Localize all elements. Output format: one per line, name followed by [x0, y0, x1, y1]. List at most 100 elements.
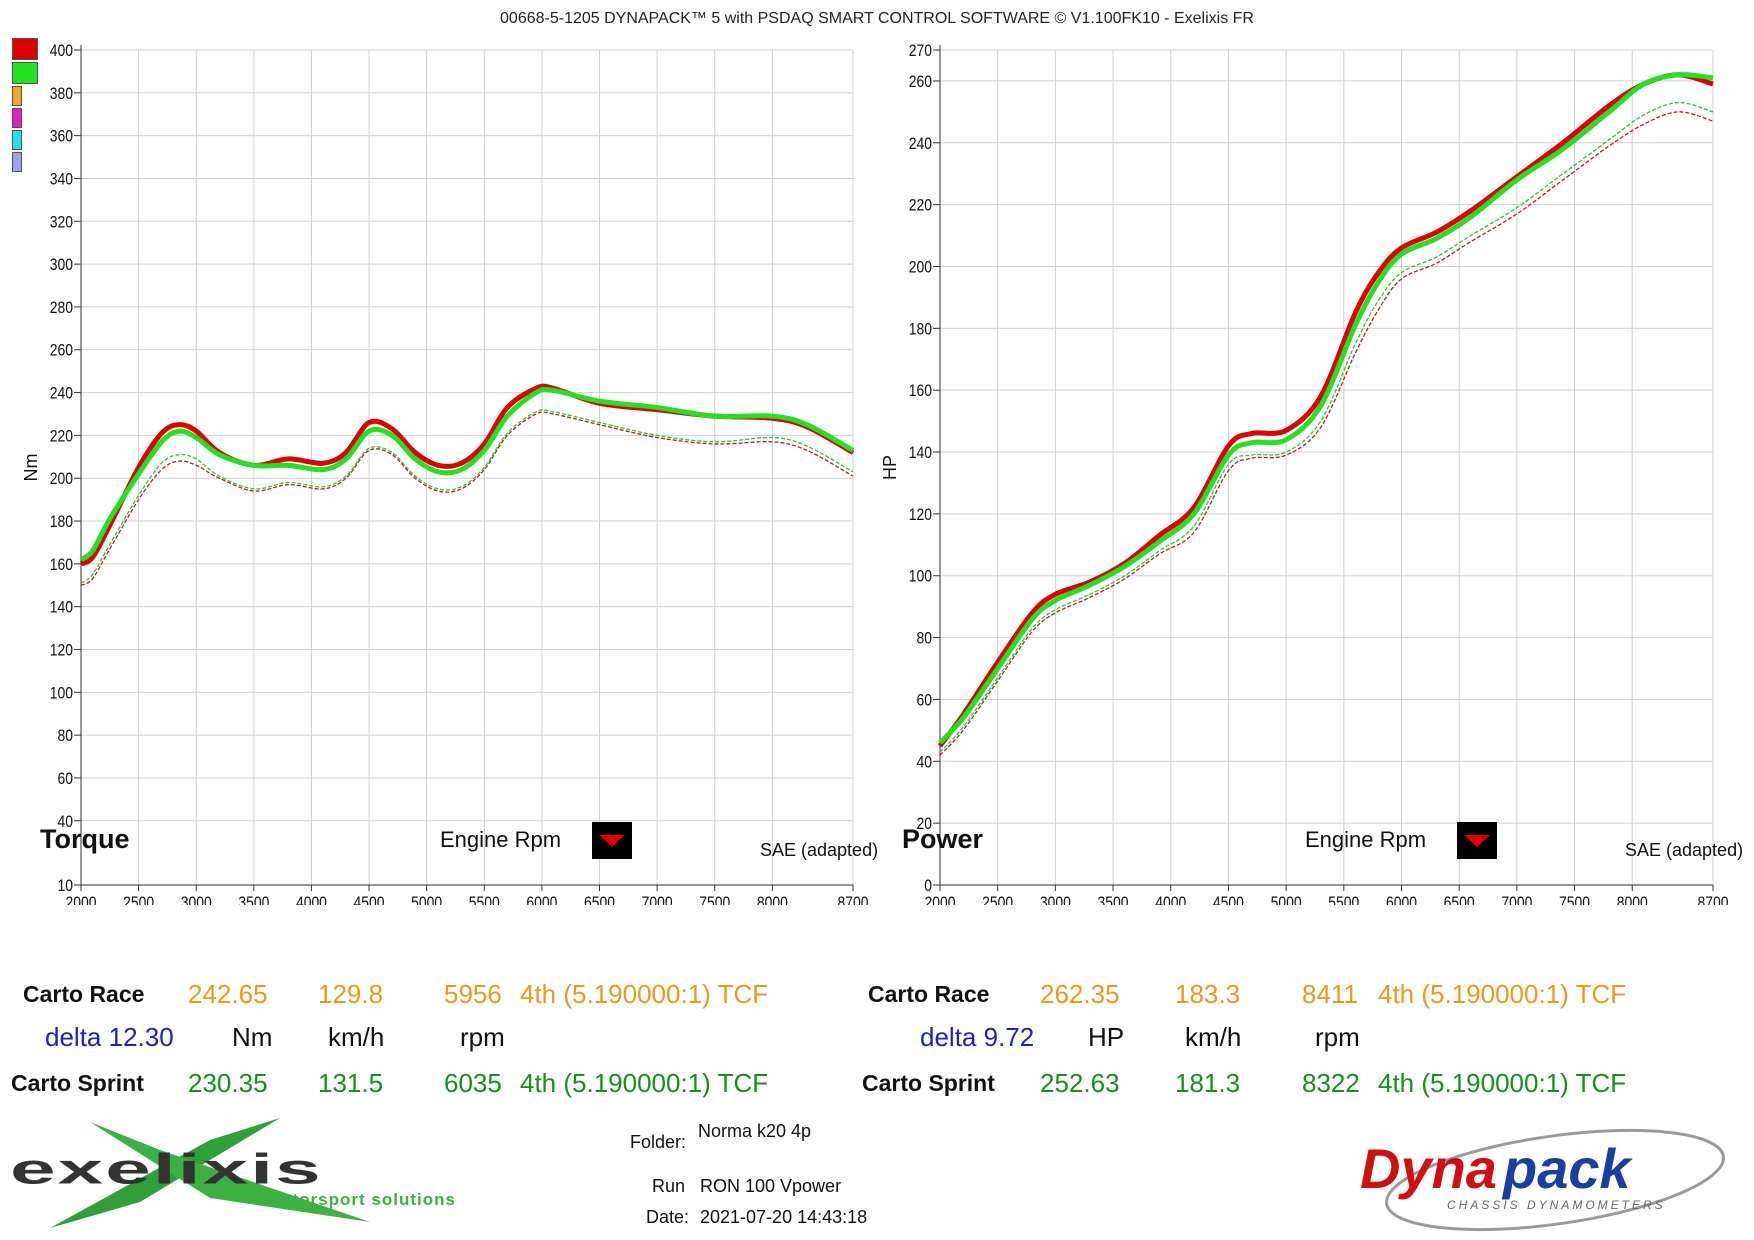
folder-label: Folder:	[630, 1132, 687, 1152]
power-ytick-label: 100	[909, 568, 933, 587]
power-ylabel: HP	[880, 455, 900, 480]
torque-sprint-speed: 131.5	[318, 1068, 384, 1098]
power-sae-label: SAE (adapted)	[1625, 840, 1744, 860]
torque-sae-label: SAE (adapted)	[760, 840, 879, 860]
torque-ytick-label: 240	[50, 384, 74, 403]
power-xtick-label: 8700	[1698, 894, 1729, 905]
power-race-name: Carto Race	[868, 981, 990, 1007]
torque-ytick-label: 100	[50, 684, 74, 703]
power-sprint-gear: 4th (5.190000:1) TCF	[1378, 1068, 1627, 1098]
run-value: RON 100 Vpower	[700, 1176, 842, 1196]
power-panel-title: Power	[902, 824, 984, 854]
power-ytick-label: 40	[917, 753, 933, 772]
torque-ytick-label: 140	[50, 598, 74, 617]
torque-xtick-label: 3500	[238, 894, 269, 905]
torque-ytick-label: 160	[50, 556, 74, 575]
dynapack-tagline: CHASSIS DYNAMOMETERS	[1447, 1198, 1666, 1212]
torque-ytick-label: 80	[58, 727, 74, 746]
torque-ytick-label: 380	[50, 85, 74, 104]
dynapack-wordmark-right: pack	[1501, 1137, 1633, 1200]
torque-race-name: Carto Race	[23, 981, 145, 1007]
svg-text:exelixis: exelixis	[10, 1145, 323, 1193]
power-series-red-dashed	[939, 111, 1714, 756]
power-ytick-label: 160	[909, 382, 933, 401]
power-xtick-label: 7000	[1501, 894, 1532, 905]
power-ytick-label: 120	[909, 506, 933, 525]
torque-xtick-label: 2000	[66, 894, 97, 905]
dropdown-arrow-icon	[1464, 834, 1490, 847]
power-speed-unit: km/h	[1185, 1022, 1242, 1052]
torque-ytick-label: 260	[50, 342, 74, 361]
torque-xtick-label: 2500	[123, 894, 154, 905]
torque-ytick-label: 280	[50, 299, 74, 318]
power-ytick-label: 0	[924, 877, 932, 896]
power-xtick-label: 5500	[1328, 894, 1359, 905]
legend-swatch-cyan[interactable]	[12, 130, 22, 150]
power-ytick-label: 260	[909, 73, 933, 92]
torque-ytick-label: 360	[50, 127, 74, 146]
torque-xtick-label: 7500	[699, 894, 730, 905]
power-xtick-label: 5000	[1271, 894, 1302, 905]
power-sprint-name: Carto Sprint	[862, 1070, 995, 1096]
power-unit: HP	[1088, 1022, 1125, 1052]
power-delta: delta 9.72	[920, 1022, 1035, 1052]
legend-swatch-red[interactable]	[12, 38, 38, 60]
legend-swatch-magenta[interactable]	[12, 108, 22, 128]
power-ytick-label: 80	[917, 629, 933, 648]
charts-canvas: 2000 2500 3000 3500 4000 4500 5000 5500 6000 6500…	[21, 42, 1729, 905]
power-race-rpm: 8411	[1302, 979, 1358, 1009]
power-xtick-label: 4000	[1155, 894, 1186, 905]
power-race-gear: 4th (5.190000:1) TCF	[1378, 979, 1627, 1009]
torque-series-green-dashed	[80, 409, 854, 584]
power-ytick-label: 180	[909, 320, 933, 339]
exelixis-tagline: motorsport solutions	[265, 1190, 456, 1209]
power-xtick-label: 3000	[1040, 894, 1071, 905]
torque-ylabel: Nm	[21, 454, 41, 482]
torque-xtick-label: 5000	[411, 894, 442, 905]
date-value: 2021-07-20 14:43:18	[700, 1207, 868, 1227]
power-xtick-label: 6500	[1444, 894, 1475, 905]
torque-rpm-label: Engine Rpm	[440, 827, 562, 852]
power-xtick-label: 4500	[1213, 894, 1244, 905]
page-title: 00668-5-1205 DYNAPACK™ 5 with PSDAQ SMAR…	[500, 10, 1254, 27]
power-xtick-label: 2000	[925, 894, 956, 905]
power-xtick-label: 6000	[1386, 894, 1417, 905]
power-rpm-label: Engine Rpm	[1305, 827, 1427, 852]
torque-ytick-label: 300	[50, 256, 74, 275]
torque-race-gear: 4th (5.190000:1) TCF	[520, 979, 769, 1009]
exelixis-logo: exelixis motorsport solutions	[10, 1110, 630, 1240]
torque-ytick-label: 10	[58, 877, 74, 896]
torque-speed-unit: km/h	[328, 1022, 385, 1052]
power-xtick-label: 8000	[1617, 894, 1648, 905]
power-sprint-speed: 181.3	[1175, 1068, 1241, 1098]
torque-sprint-gear: 4th (5.190000:1) TCF	[520, 1068, 769, 1098]
torque-ytick-label: 60	[58, 770, 74, 789]
power-rpm-unit: rpm	[1315, 1022, 1360, 1052]
torque-panel-title: Torque	[40, 824, 130, 854]
power-ytick-label: 140	[909, 444, 933, 463]
torque-series-red-solid	[79, 383, 855, 567]
torque-unit: Nm	[232, 1022, 273, 1052]
torque-xtick-label: 8700	[838, 894, 869, 905]
torque-ytick-label: 200	[50, 470, 74, 489]
power-xtick-label: 7500	[1559, 894, 1590, 905]
power-series-red-solid	[937, 72, 1714, 748]
dropdown-arrow-icon	[599, 834, 625, 847]
torque-race-value: 242.65	[188, 979, 268, 1009]
torque-ytick-label: 40	[58, 813, 74, 832]
legend-swatch-green[interactable]	[12, 62, 38, 84]
torque-ytick-label: 320	[50, 213, 74, 232]
power-rpm-dropdown-button[interactable]	[1457, 822, 1497, 859]
torque-series-green-solid	[79, 386, 855, 562]
legend-swatch-orange[interactable]	[12, 86, 22, 106]
torque-xtick-label: 6000	[526, 894, 557, 905]
power-ytick-label: 20	[917, 815, 933, 834]
power-xtick-label: 3500	[1098, 894, 1129, 905]
torque-rpm-dropdown-button[interactable]	[592, 822, 632, 859]
power-sprint-value: 252.63	[1040, 1068, 1120, 1098]
folder-value: Norma k20 4p	[698, 1121, 812, 1141]
legend-swatch-lavender[interactable]	[12, 152, 22, 172]
power-ytick-label: 60	[917, 691, 933, 710]
power-xtick-label: 2500	[982, 894, 1013, 905]
power-ytick-label: 220	[909, 196, 933, 215]
